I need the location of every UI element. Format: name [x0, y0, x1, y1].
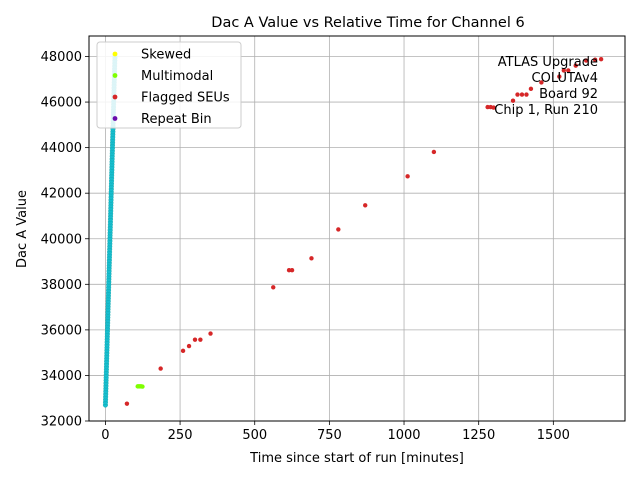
y-tick-label: 42000 — [41, 187, 82, 202]
y-axis-label: Dac A Value — [15, 190, 30, 268]
x-tick-label: 500 — [242, 428, 267, 443]
data-point — [598, 57, 604, 62]
y-tick-label: 46000 — [41, 96, 82, 111]
data-point — [566, 68, 571, 73]
y-tick-label: 32000 — [41, 415, 82, 430]
data-point — [336, 227, 341, 232]
y-tick-label: 48000 — [41, 50, 82, 65]
data-point — [363, 203, 368, 208]
data-point — [528, 86, 534, 92]
data-point — [557, 74, 562, 79]
data-point — [592, 57, 598, 62]
data-points — [102, 52, 604, 408]
data-point — [208, 331, 213, 336]
annotation-line: Board 92 — [539, 87, 598, 102]
data-point — [140, 384, 145, 389]
data-point — [431, 149, 437, 155]
legend-label: Multimodal — [141, 69, 213, 84]
data-point — [180, 348, 186, 354]
data-point — [309, 256, 314, 261]
data-point — [515, 92, 520, 97]
x-tick-label: 750 — [317, 428, 342, 443]
data-point — [192, 337, 198, 342]
annotation-line: Chip 1, Run 210 — [494, 103, 598, 118]
data-point — [271, 285, 276, 290]
x-tick-label: 1500 — [537, 428, 570, 443]
legend-label: Skewed — [141, 48, 191, 63]
data-point — [519, 92, 525, 97]
legend-marker — [112, 73, 118, 78]
data-point — [186, 343, 192, 349]
y-tick-label: 36000 — [41, 323, 82, 338]
plot-frame — [88, 35, 626, 422]
data-point — [539, 80, 544, 85]
data-point — [524, 92, 529, 97]
annotation-line: ATLAS Upgrade — [498, 55, 598, 70]
y-tick-label: 38000 — [41, 278, 82, 293]
data-point — [491, 105, 496, 110]
y-axis-ticks: 32000 34000 36000 38000 40000 42000 44000 46000… — [41, 50, 89, 430]
x-tick-label: 250 — [168, 428, 193, 443]
annotation-line: COLUTAv4 — [532, 71, 598, 86]
chart-title: Dac A Value vs Relative Time for Channel… — [211, 15, 524, 31]
data-point — [583, 58, 589, 63]
x-axis-label: Time since start of run [minutes] — [249, 451, 464, 466]
data-point — [158, 366, 163, 371]
y-tick-label: 34000 — [41, 369, 82, 384]
data-point — [124, 401, 130, 406]
data-point — [405, 174, 410, 179]
legend-marker — [112, 51, 118, 57]
x-tick-label: 0 — [101, 428, 109, 443]
x-tick-label: 1250 — [462, 428, 495, 443]
data-point — [573, 63, 578, 68]
y-tick-label: 44000 — [41, 141, 82, 156]
legend-label: Repeat Bin — [141, 112, 212, 127]
data-point — [289, 267, 295, 273]
legend-marker — [112, 116, 118, 121]
data-point — [561, 68, 566, 73]
x-axis-ticks: 0 250 500 750 1000 1250 1500 — [101, 421, 570, 443]
legend-marker — [112, 94, 118, 100]
y-tick-label: 40000 — [41, 232, 82, 247]
data-point — [510, 98, 516, 103]
legend-box — [96, 41, 242, 129]
x-tick-label: 1000 — [387, 428, 420, 443]
legend-label: Flagged SEUs — [141, 91, 230, 106]
legend: Skewed Multimodal Flagged SEUs Repeat Bin — [96, 41, 242, 129]
data-point — [198, 337, 203, 342]
